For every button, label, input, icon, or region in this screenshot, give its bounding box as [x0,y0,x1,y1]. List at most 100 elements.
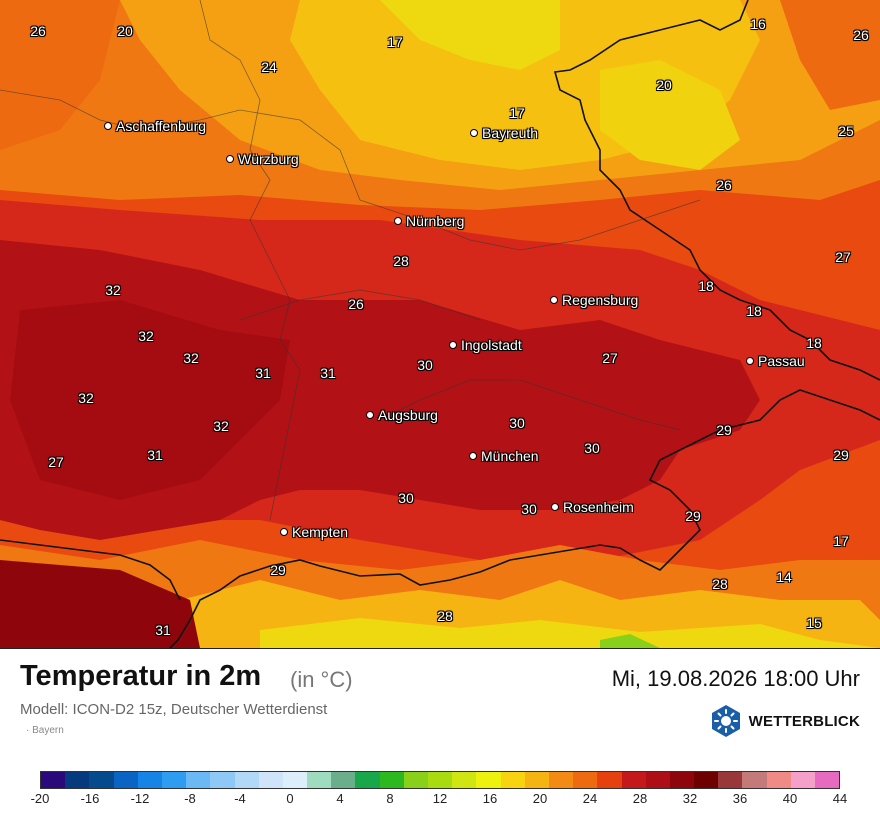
temp-value: 31 [320,365,336,381]
scale-tick-label: 0 [286,791,294,806]
city-marker-icon [469,452,477,460]
scale-swatch [621,772,646,788]
city-label: Rosenheim [551,499,634,515]
scale-swatch [500,772,525,788]
temp-value: 27 [602,350,618,366]
scale-swatch [137,772,162,788]
temp-value: 17 [509,105,525,121]
scale-swatch [694,772,719,788]
scale-swatch [742,772,767,788]
scale-swatch [307,772,332,788]
scale-swatch [331,772,356,788]
temp-value: 28 [393,253,409,269]
scale-swatch [645,772,670,788]
temp-value: 29 [685,508,701,524]
brand-logo[interactable]: WETTERBLICK [709,704,860,738]
scale-swatch [282,772,308,788]
temp-value: 18 [698,278,714,294]
scale-tick-label: 40 [782,791,798,806]
temp-value: 16 [750,16,766,32]
city-name: Ingolstadt [461,337,522,353]
model-source: Modell: ICON-D2 15z, Deutscher Wetterdie… [20,701,328,718]
city-marker-icon [449,341,457,349]
scale-swatch [669,772,695,788]
scale-swatch [815,772,840,788]
temp-value: 18 [806,335,822,351]
scale-tick-label: 16 [482,791,498,806]
city-marker-icon [366,411,374,419]
temp-value: 31 [155,622,171,638]
city-label: Kempten [280,524,348,540]
city-marker-icon [226,155,234,163]
city-name: Kempten [292,524,349,540]
city-label: München [469,448,539,464]
city-marker-icon [470,129,478,137]
scale-swatch [524,772,549,788]
city-label: Würzburg [226,151,299,167]
scale-swatch [766,772,791,788]
temp-value: 26 [348,296,364,312]
temp-value: 20 [117,23,133,39]
scale-swatch [355,772,380,788]
temp-value: 17 [833,533,849,549]
city-marker-icon [280,528,288,536]
city-name: München [481,448,539,464]
scale-swatch [548,772,574,788]
temp-value: 32 [78,390,94,406]
scale-tick-label: 32 [682,791,698,806]
temp-value: 26 [716,177,732,193]
scale-swatch [718,772,743,788]
scale-tick-label: -20 [30,791,50,806]
temp-value: 30 [398,490,414,506]
scale-swatch [573,772,598,788]
temp-value: 29 [833,447,849,463]
temp-value: 32 [183,350,199,366]
scale-tick-label: 28 [632,791,648,806]
forecast-datetime: Mi, 19.08.2026 18:00 Uhr [611,666,860,691]
scale-swatch [403,772,428,788]
temp-value: 25 [838,123,854,139]
scale-swatch [258,772,283,788]
city-label: Augsburg [366,407,438,423]
city-name: Passau [758,353,805,369]
city-label: Bayreuth [470,125,538,141]
temp-value: 31 [147,447,163,463]
temp-value: 28 [712,576,728,592]
city-label: Aschaffenburg [104,118,206,134]
temp-value: 32 [213,418,229,434]
map-field [0,0,880,648]
temp-value: 18 [746,303,762,319]
city-marker-icon [551,503,559,511]
scale-swatch [89,772,114,788]
temp-value: 30 [521,501,537,517]
temp-value: 26 [853,27,869,43]
scale-swatch [476,772,501,788]
city-label: Ingolstadt [449,337,522,353]
scale-tick-label: 20 [532,791,548,806]
scale-swatch [41,772,66,788]
city-marker-icon [746,357,754,365]
scale-tick-label: 12 [432,791,448,806]
temperature-map: Aschaffenburg Würzburg Bayreuth Nürnberg… [0,0,880,649]
city-name: Nürnberg [406,213,465,229]
temp-value: 17 [387,34,403,50]
temp-value: 29 [270,562,286,578]
scale-tick-label: 24 [582,791,598,806]
sun-logo-icon [711,705,740,737]
scale-tick-label: -8 [184,791,196,806]
temp-value: 20 [656,77,672,93]
temp-value: 31 [255,365,271,381]
scale-tick-label: 44 [832,791,848,806]
scale-swatch [161,772,187,788]
city-name: Aschaffenburg [116,118,207,134]
scale-tick-label: -12 [130,791,150,806]
temp-value: 28 [437,608,453,624]
city-name: Bayreuth [482,125,539,141]
city-name: Würzburg [238,151,299,167]
temp-value: 30 [509,415,525,431]
scale-swatch [428,772,453,788]
scale-swatch [186,772,211,788]
scale-swatch [234,772,259,788]
temp-value: 32 [105,282,121,298]
city-marker-icon [550,296,558,304]
